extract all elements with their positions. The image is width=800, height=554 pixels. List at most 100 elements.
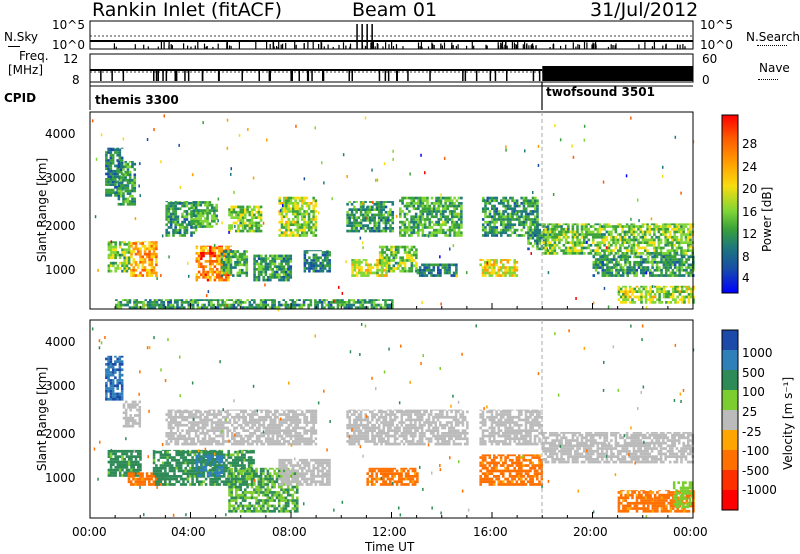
power-cell (250, 221, 254, 225)
power-cell (648, 241, 652, 244)
speckle-cell (583, 138, 586, 142)
power-cell (664, 271, 668, 275)
power-cell (253, 205, 256, 209)
power-cell (298, 303, 301, 307)
power-cell (421, 207, 425, 211)
power-cell (269, 265, 272, 268)
power-cell (235, 213, 238, 217)
power-cell (401, 267, 405, 270)
power-cell (232, 306, 236, 309)
power-cell (680, 233, 683, 236)
power-cell (197, 270, 201, 274)
power-cell (667, 266, 670, 269)
power-cell (278, 273, 281, 276)
nsky-bar (269, 44, 271, 49)
velocity-cell (114, 460, 117, 464)
power-cell (435, 199, 438, 203)
nsky-bar (526, 43, 528, 49)
power-cell (224, 246, 228, 250)
power-cell (146, 252, 149, 256)
power-cell (360, 268, 363, 272)
power-cell (687, 235, 690, 239)
power-cell (658, 290, 661, 293)
power-cell (178, 306, 181, 309)
power-cell (682, 249, 685, 252)
power-cell (542, 230, 545, 234)
power-cell (133, 168, 137, 171)
power-cell (671, 241, 674, 244)
power-cell (536, 210, 539, 213)
power-cell (259, 216, 263, 219)
power-cell (250, 227, 254, 230)
power-cell (317, 256, 320, 260)
power-cell (493, 223, 496, 227)
power-cell (114, 172, 117, 176)
velocity-cell (199, 432, 202, 435)
power-cell (262, 268, 265, 271)
power-cell (377, 205, 381, 209)
power-cell (585, 225, 588, 228)
power-cell (287, 220, 291, 224)
power-cell (218, 260, 221, 263)
power-cell (500, 218, 503, 221)
power-cell (368, 208, 372, 211)
power-cell (401, 223, 404, 227)
power-cell (130, 271, 133, 275)
power-cell (146, 255, 149, 259)
velocity-cell (212, 426, 216, 430)
power-cell (637, 260, 641, 264)
speckle-cell (614, 264, 617, 268)
power-cell (123, 267, 126, 270)
power-cell (312, 259, 316, 262)
power-cell (368, 216, 372, 219)
power-cell (621, 225, 624, 228)
velocity-cell (174, 413, 177, 416)
power-cell (448, 199, 452, 203)
velocity-cell (152, 483, 156, 486)
power-cell (678, 268, 681, 272)
velocity-cell (226, 410, 229, 414)
power-cell (202, 245, 205, 247)
velocity-cell (109, 471, 113, 475)
power-cell (190, 214, 194, 218)
power-cell (441, 263, 445, 267)
power-cell (352, 299, 356, 301)
power-cell (345, 303, 349, 307)
power-cell (152, 266, 156, 269)
power-cell (673, 223, 676, 226)
power-cell (534, 218, 537, 221)
power-cell (624, 255, 627, 259)
power-cell (201, 222, 205, 226)
power-cell (675, 230, 679, 234)
power-cell (126, 184, 130, 187)
power-cell (433, 223, 436, 227)
speckle-cell (279, 209, 282, 213)
power-cell (303, 253, 307, 257)
power-cell (195, 246, 199, 250)
power-cell (410, 220, 413, 224)
velocity-cell (244, 418, 248, 422)
power-cell (653, 254, 657, 256)
velocity-cell (118, 474, 122, 477)
power-cell (685, 260, 688, 264)
power-cell (453, 207, 456, 211)
velocity-cell (127, 468, 131, 472)
power-cell (134, 241, 138, 243)
power-cell (239, 205, 243, 209)
power-cell (664, 235, 667, 239)
velocity-cell (121, 474, 124, 477)
power-cell (234, 252, 237, 256)
power-cell (316, 306, 319, 309)
power-cell (619, 268, 623, 272)
power-cell (598, 235, 602, 239)
velocity-cell (178, 413, 182, 416)
power-cell (370, 299, 374, 301)
power-cell (197, 209, 200, 212)
velocity-cell (150, 477, 153, 481)
power-cell (675, 246, 679, 250)
power-cell (667, 258, 670, 261)
power-cell (255, 224, 258, 227)
power-cell (662, 287, 666, 291)
power-cell (567, 225, 570, 228)
power-cell (167, 220, 171, 224)
